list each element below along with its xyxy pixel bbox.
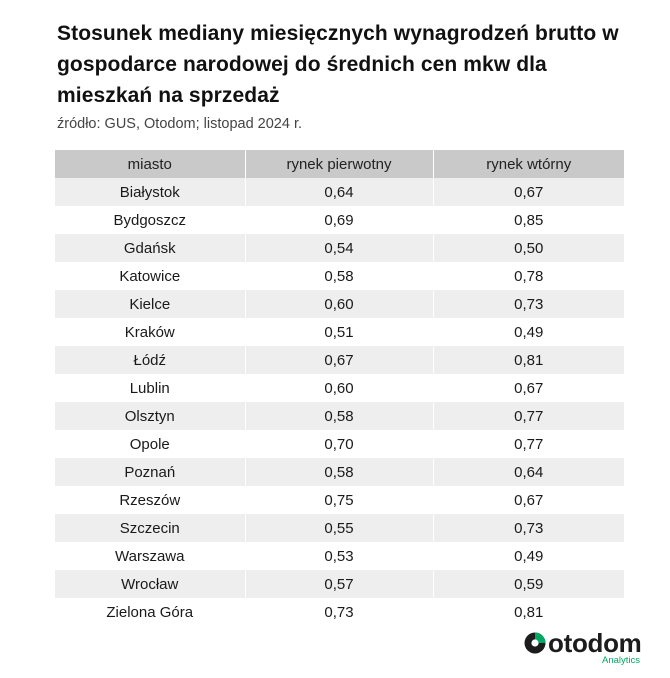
cell-primary-market: 0,58 bbox=[245, 262, 434, 290]
data-table: miasto rynek pierwotny rynek wtórny Biał… bbox=[55, 150, 624, 626]
cell-primary-market: 0,69 bbox=[245, 206, 434, 234]
cell-city: Kraków bbox=[55, 318, 246, 346]
cell-city: Białystok bbox=[55, 178, 246, 206]
otodom-logo-icon bbox=[524, 632, 546, 654]
cell-primary-market: 0,54 bbox=[245, 234, 434, 262]
table-row: Opole 0,70 0,77 bbox=[55, 430, 624, 458]
logo-subtitle: Analytics bbox=[601, 655, 640, 666]
cell-primary-market: 0,67 bbox=[245, 346, 434, 374]
column-header-secondary-market: rynek wtórny bbox=[433, 150, 624, 178]
cell-primary-market: 0,57 bbox=[245, 570, 434, 598]
cell-secondary-market: 0,73 bbox=[433, 290, 624, 318]
cell-secondary-market: 0,73 bbox=[433, 514, 624, 542]
table-row: Bydgoszcz 0,69 0,85 bbox=[55, 206, 624, 234]
cell-secondary-market: 0,81 bbox=[433, 598, 624, 626]
cell-secondary-market: 0,85 bbox=[433, 206, 624, 234]
cell-city: Opole bbox=[55, 430, 246, 458]
cell-primary-market: 0,51 bbox=[245, 318, 434, 346]
cell-secondary-market: 0,77 bbox=[433, 402, 624, 430]
cell-secondary-market: 0,67 bbox=[433, 178, 624, 206]
table-header-row: miasto rynek pierwotny rynek wtórny bbox=[55, 150, 624, 178]
otodom-analytics-logo: otodom Analytics bbox=[524, 628, 644, 669]
cell-primary-market: 0,73 bbox=[245, 598, 434, 626]
cell-city: Warszawa bbox=[55, 542, 246, 570]
cell-city: Wrocław bbox=[55, 570, 246, 598]
cell-primary-market: 0,70 bbox=[245, 430, 434, 458]
table-row: Gdańsk 0,54 0,50 bbox=[55, 234, 624, 262]
cell-city: Poznań bbox=[55, 458, 246, 486]
cell-primary-market: 0,58 bbox=[245, 458, 434, 486]
cell-primary-market: 0,55 bbox=[245, 514, 434, 542]
cell-secondary-market: 0,77 bbox=[433, 430, 624, 458]
chart-title: Stosunek mediany miesięcznych wynagrodze… bbox=[57, 22, 619, 107]
cell-primary-market: 0,60 bbox=[245, 290, 434, 318]
table-row: Poznań 0,58 0,64 bbox=[55, 458, 624, 486]
table-row: Wrocław 0,57 0,59 bbox=[55, 570, 624, 598]
cell-secondary-market: 0,49 bbox=[433, 542, 624, 570]
cell-primary-market: 0,75 bbox=[245, 486, 434, 514]
table-body: Białystok 0,64 0,67 Bydgoszcz 0,69 0,85 Gdańsk… bbox=[55, 178, 624, 626]
table-row: Białystok 0,64 0,67 bbox=[55, 178, 624, 206]
column-header-city: miasto bbox=[55, 150, 246, 178]
cell-city: Zielona Góra bbox=[55, 598, 246, 626]
cell-primary-market: 0,64 bbox=[245, 178, 434, 206]
cell-secondary-market: 0,64 bbox=[433, 458, 624, 486]
cell-secondary-market: 0,50 bbox=[433, 234, 624, 262]
cell-city: Łódź bbox=[55, 346, 246, 374]
cell-secondary-market: 0,67 bbox=[433, 374, 624, 402]
cell-secondary-market: 0,78 bbox=[433, 262, 624, 290]
cell-primary-market: 0,60 bbox=[245, 374, 434, 402]
source-note: źródło: GUS, Otodom; listopad 2024 r. bbox=[57, 116, 303, 132]
cell-city: Lublin bbox=[55, 374, 246, 402]
cell-city: Kielce bbox=[55, 290, 246, 318]
logo-wordmark: otodom bbox=[548, 628, 642, 658]
table-row: Szczecin 0,55 0,73 bbox=[55, 514, 624, 542]
table-row: Rzeszów 0,75 0,67 bbox=[55, 486, 624, 514]
cell-secondary-market: 0,81 bbox=[433, 346, 624, 374]
cell-city: Gdańsk bbox=[55, 234, 246, 262]
table-row: Katowice 0,58 0,78 bbox=[55, 262, 624, 290]
cell-primary-market: 0,58 bbox=[245, 402, 434, 430]
table-row: Zielona Góra 0,73 0,81 bbox=[55, 598, 624, 626]
cell-city: Olsztyn bbox=[55, 402, 246, 430]
cell-city: Bydgoszcz bbox=[55, 206, 246, 234]
cell-city: Rzeszów bbox=[55, 486, 246, 514]
cell-secondary-market: 0,59 bbox=[433, 570, 624, 598]
table-row: Olsztyn 0,58 0,77 bbox=[55, 402, 624, 430]
table-row: Warszawa 0,53 0,49 bbox=[55, 542, 624, 570]
cell-primary-market: 0,53 bbox=[245, 542, 434, 570]
table-row: Kraków 0,51 0,49 bbox=[55, 318, 624, 346]
table-row: Kielce 0,60 0,73 bbox=[55, 290, 624, 318]
table-row: Lublin 0,60 0,67 bbox=[55, 374, 624, 402]
cell-secondary-market: 0,67 bbox=[433, 486, 624, 514]
column-header-primary-market: rynek pierwotny bbox=[245, 150, 434, 178]
table-row: Łódź 0,67 0,81 bbox=[55, 346, 624, 374]
cell-city: Katowice bbox=[55, 262, 246, 290]
cell-city: Szczecin bbox=[55, 514, 246, 542]
cell-secondary-market: 0,49 bbox=[433, 318, 624, 346]
